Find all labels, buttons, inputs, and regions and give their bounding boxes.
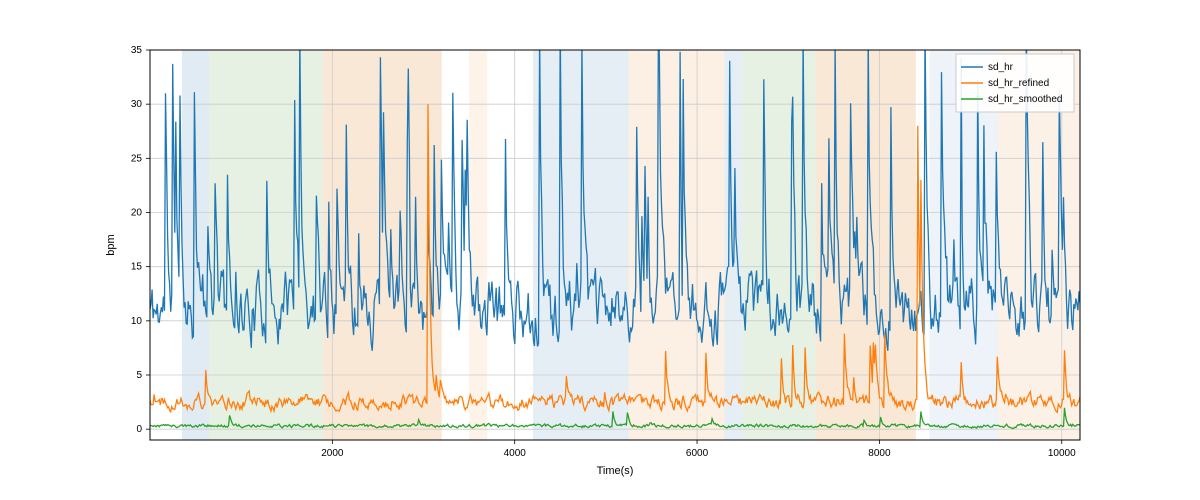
chart-container: 2000 4000 6000 8000 10000 0 5 10 15 20 25 30 35 Time(… — [0, 0, 1200, 500]
ytick-label: 35 — [131, 45, 143, 56]
y-axis-label: bpm — [105, 234, 117, 255]
background-band — [816, 50, 916, 440]
ytick-label: 30 — [131, 99, 143, 110]
xtick-label: 6000 — [686, 448, 709, 459]
ytick-label: 0 — [136, 424, 142, 435]
background-band — [323, 50, 442, 440]
ytick-label: 5 — [136, 370, 142, 381]
xtick-label: 10000 — [1048, 448, 1076, 459]
xtick-label: 8000 — [868, 448, 891, 459]
ytick-label: 20 — [131, 208, 143, 219]
x-axis-label: Time(s) — [597, 465, 634, 477]
legend: sd_hr sd_hr_refined sd_hr_smoothed — [956, 54, 1074, 112]
line-chart: 2000 4000 6000 8000 10000 0 5 10 15 20 25 30 35 Time(… — [0, 0, 1200, 500]
xtick-label: 2000 — [321, 448, 344, 459]
legend-label: sd_hr_smoothed — [988, 94, 1063, 105]
legend-label: sd_hr_refined — [988, 78, 1049, 89]
ytick-label: 10 — [131, 316, 143, 327]
legend-label: sd_hr — [988, 62, 1014, 73]
background-band — [469, 50, 487, 440]
ytick-label: 15 — [131, 262, 143, 273]
ytick-label: 25 — [131, 153, 143, 164]
xtick-label: 4000 — [504, 448, 527, 459]
